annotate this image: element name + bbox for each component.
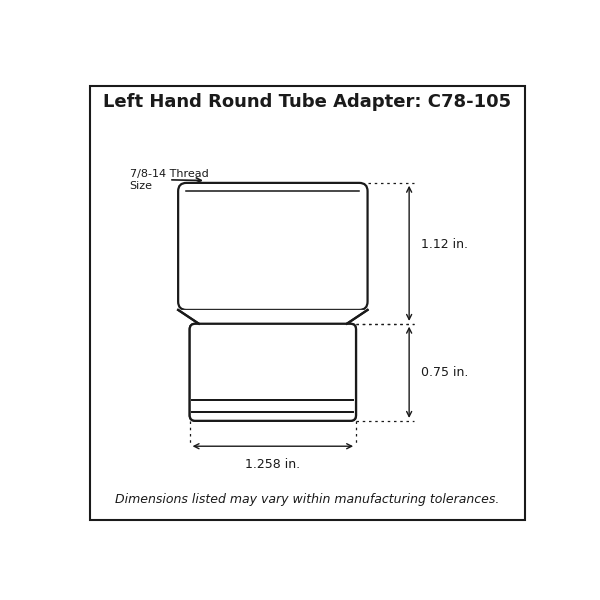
Text: Left Hand Round Tube Adapter: C78-105: Left Hand Round Tube Adapter: C78-105	[103, 93, 512, 111]
Text: 7/8-14 Thread
Size: 7/8-14 Thread Size	[130, 169, 208, 191]
Text: 1.258 in.: 1.258 in.	[245, 458, 301, 471]
Text: 1.12 in.: 1.12 in.	[421, 238, 467, 251]
Text: Dimensions listed may vary within manufacturing tolerances.: Dimensions listed may vary within manufa…	[115, 493, 500, 506]
FancyBboxPatch shape	[190, 324, 356, 421]
FancyBboxPatch shape	[190, 324, 356, 421]
Polygon shape	[178, 310, 368, 324]
FancyBboxPatch shape	[178, 183, 368, 310]
Text: 0.75 in.: 0.75 in.	[421, 366, 468, 379]
